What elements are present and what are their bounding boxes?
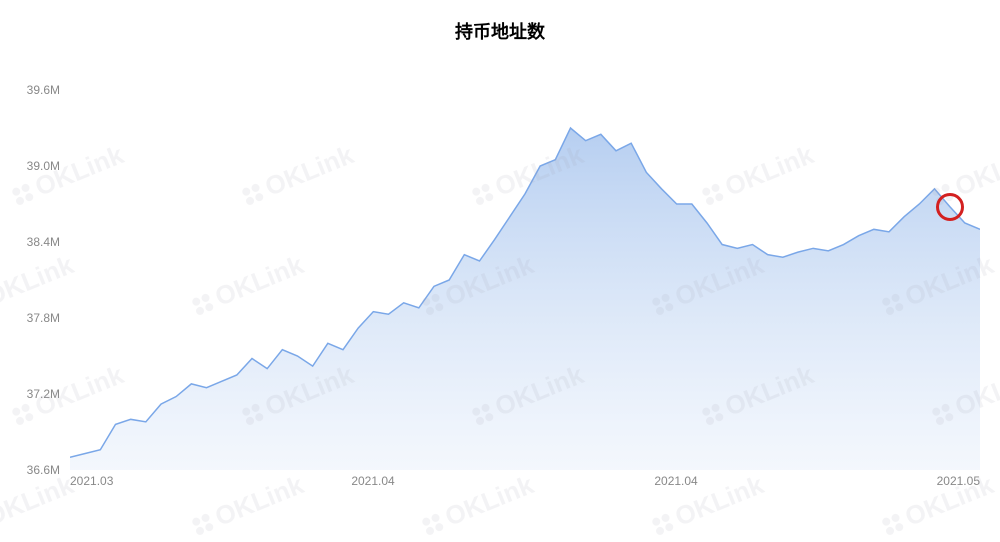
- area-fill: [70, 128, 980, 470]
- y-tick-label: 36.6M: [0, 463, 60, 477]
- y-tick-label: 39.0M: [0, 159, 60, 173]
- x-tick-label: 2021.03: [70, 474, 113, 488]
- watermark: OKLink: [188, 469, 308, 541]
- watermark: OKLink: [418, 469, 538, 541]
- y-tick-label: 38.4M: [0, 235, 60, 249]
- area-chart-svg: [70, 90, 980, 470]
- chart-title: 持币地址数: [0, 0, 1000, 44]
- y-tick-label: 37.2M: [0, 387, 60, 401]
- x-tick-label: 2021.04: [654, 474, 697, 488]
- watermark: OKLink: [0, 469, 78, 541]
- x-tick-label: 2021.05: [937, 474, 980, 488]
- x-tick-label: 2021.04: [351, 474, 394, 488]
- chart-container: 36.6M 37.2M 37.8M 38.4M 39.0M 39.6M 2021.03 20…: [0, 50, 1000, 500]
- y-tick-label: 39.6M: [0, 83, 60, 97]
- y-tick-label: 37.8M: [0, 311, 60, 325]
- plot-area: [70, 90, 980, 470]
